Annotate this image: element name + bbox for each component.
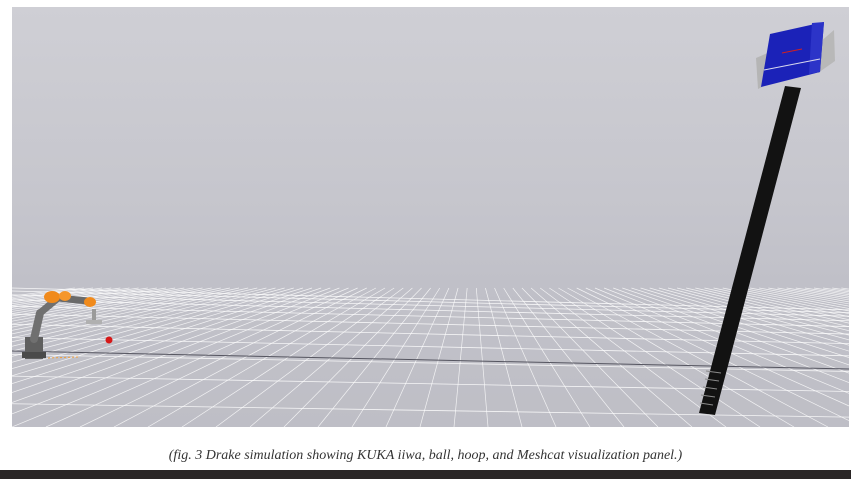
robot-gripper — [92, 309, 96, 321]
hoop-pole — [699, 86, 801, 415]
robot-base-marker — [47, 356, 79, 359]
ball — [105, 336, 113, 344]
figure-caption: (fig. 3 Drake simulation showing KUKA ii… — [168, 448, 683, 463]
hoop-backboard — [761, 22, 824, 87]
bottom-window-bar — [0, 470, 851, 479]
kuka-iiwa-robot — [22, 291, 102, 359]
scene-canvas[interactable] — [12, 7, 849, 427]
meshcat-3d-viewport[interactable] — [12, 7, 849, 427]
robot-base-plate — [22, 352, 46, 358]
robot-joint-shoulder — [44, 291, 60, 303]
hoop-backboard-edge — [809, 22, 824, 74]
hoop-pole-base-rings — [699, 370, 722, 406]
robot-gripper-fingers — [86, 320, 102, 324]
robot-joint-wrist — [84, 297, 96, 307]
robot-link-lower — [30, 309, 44, 343]
hoop-rim-marker — [781, 48, 803, 54]
hoop-backboard-stripe — [763, 58, 821, 71]
ground-grid — [12, 287, 849, 427]
robot-joint-elbow — [59, 291, 71, 301]
basketball-hoop — [699, 22, 835, 415]
